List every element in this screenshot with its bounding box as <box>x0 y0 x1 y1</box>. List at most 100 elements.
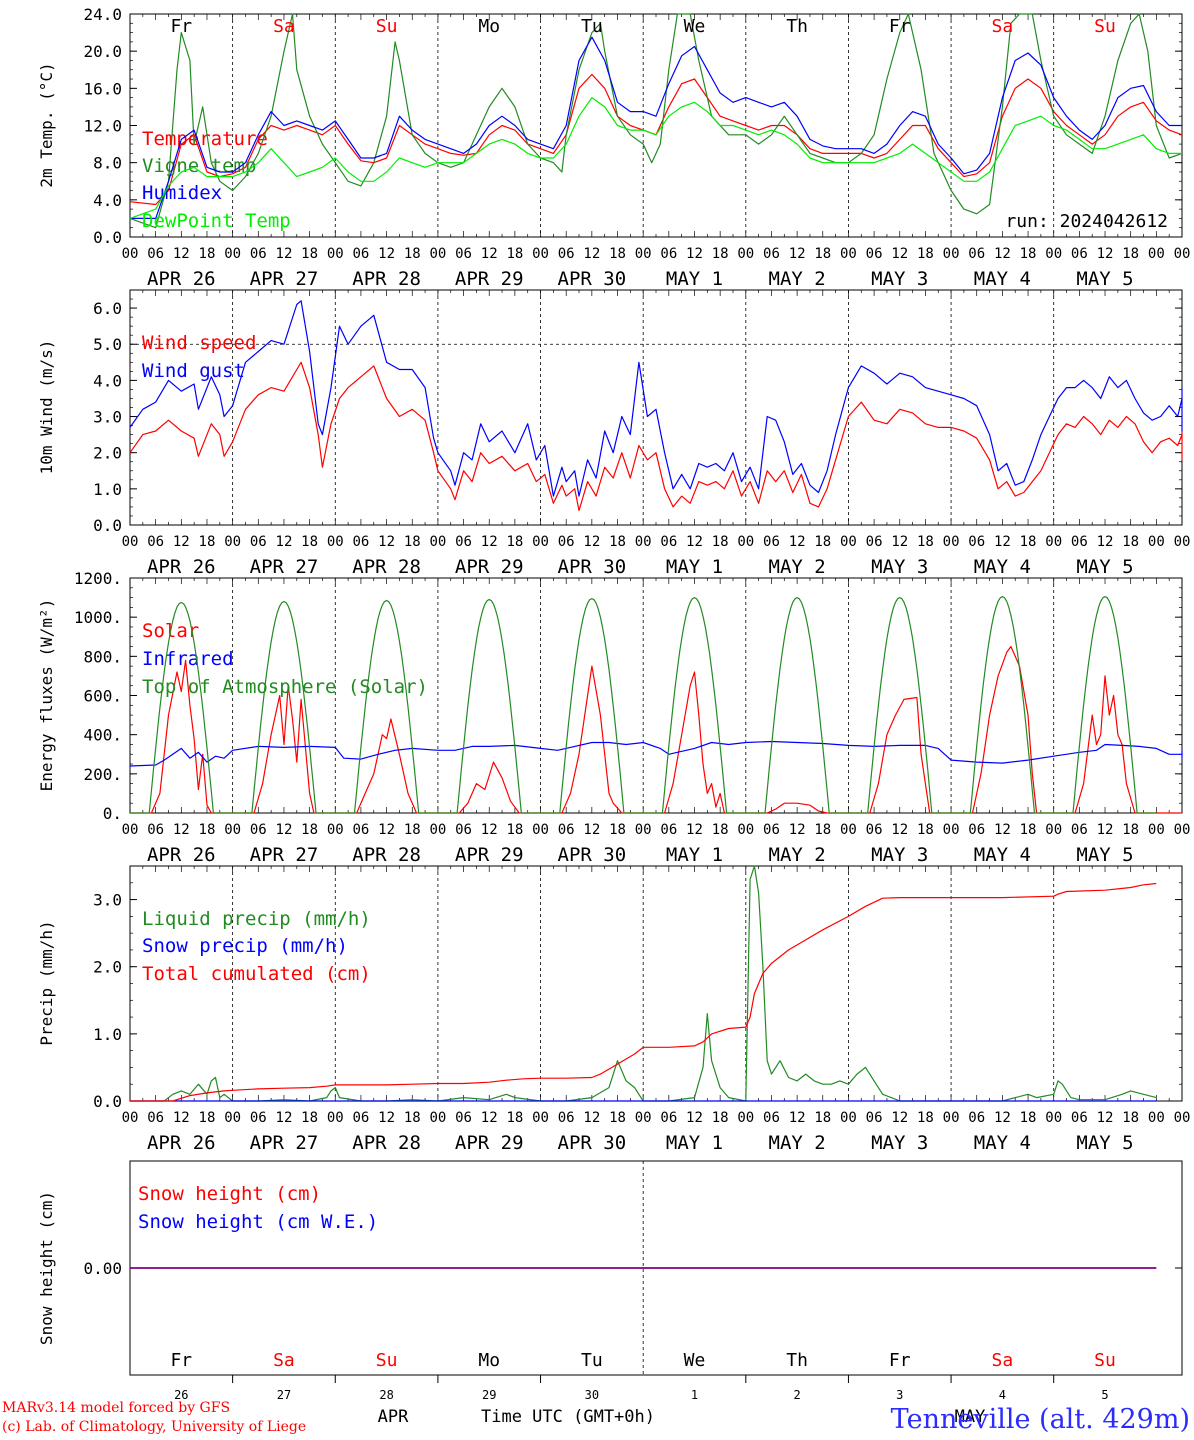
hour-tick-label: 00 <box>1174 1110 1191 1126</box>
hour-tick-label: 06 <box>660 246 677 262</box>
hour-tick-label: 12 <box>789 822 806 838</box>
hour-tick-label: 12 <box>378 822 395 838</box>
hour-tick-label: 00 <box>327 822 344 838</box>
hour-tick-label: 18 <box>404 822 421 838</box>
hour-tick-label: 00 <box>1148 534 1165 550</box>
hour-tick-label: 18 <box>506 822 523 838</box>
legend-dewpoint-temp: DewPoint Temp <box>142 210 291 232</box>
y-tick-label: 2.0 <box>93 958 122 977</box>
time-axis-label: Time UTC (GMT+0h) <box>481 1407 655 1427</box>
hour-tick-label: 18 <box>506 534 523 550</box>
day-number: 27 <box>277 1388 291 1402</box>
hour-tick-label: 00 <box>532 1110 549 1126</box>
day-abbr: Mo <box>478 1350 500 1371</box>
hour-tick-label: 00 <box>532 246 549 262</box>
date-label: APR 29 <box>455 1132 524 1154</box>
location-label: Tenneville (alt. 429m) <box>891 1404 1190 1435</box>
hour-tick-label: 00 <box>635 246 652 262</box>
day-number: 2 <box>794 1388 801 1402</box>
hour-tick-label: 18 <box>609 246 626 262</box>
hour-tick-label: 00 <box>429 246 446 262</box>
hour-tick-label: 00 <box>327 246 344 262</box>
y-tick-label: 200. <box>83 765 122 784</box>
date-label: MAY 3 <box>871 1132 928 1154</box>
meteogram-footer: MARv3.14 model forced by GFS (c) Lab. of… <box>2 1400 1190 1435</box>
hour-tick-label: 06 <box>968 534 985 550</box>
y-tick-label: 3.0 <box>93 891 122 910</box>
date-label: MAY 1 <box>666 556 723 578</box>
hour-tick-label: 06 <box>660 534 677 550</box>
date-label: APR 28 <box>352 556 421 578</box>
hour-tick-label: 12 <box>173 1110 190 1126</box>
hour-tick-label: 12 <box>994 1110 1011 1126</box>
y-axis-label: Snow height (cm) <box>37 1191 56 1345</box>
hour-tick-label: 00 <box>635 534 652 550</box>
hour-tick-label: 12 <box>276 534 293 550</box>
hour-tick-label: 06 <box>250 822 267 838</box>
hour-tick-label: 06 <box>660 822 677 838</box>
hour-tick-label: 18 <box>199 1110 216 1126</box>
hour-tick-label: 00 <box>122 822 139 838</box>
day-abbr: Sa <box>273 1350 295 1371</box>
hour-tick-label: 18 <box>1020 246 1037 262</box>
date-label: APR 26 <box>147 1132 216 1154</box>
hour-tick-label: 18 <box>199 534 216 550</box>
date-label: MAY 2 <box>769 1132 826 1154</box>
hour-tick-label: 12 <box>173 822 190 838</box>
hour-tick-label: 06 <box>147 534 164 550</box>
day-abbr: Fr <box>889 16 911 37</box>
hour-tick-label: 00 <box>1148 822 1165 838</box>
day-abbr: Fr <box>889 1350 911 1371</box>
y-tick-label: 3.0 <box>93 408 122 427</box>
day-number: 4 <box>999 1388 1006 1402</box>
legend-humidex: Humidex <box>142 182 222 204</box>
hour-tick-label: 18 <box>814 822 831 838</box>
hour-tick-label: 00 <box>1045 534 1062 550</box>
hour-tick-label: 18 <box>1020 534 1037 550</box>
date-label: MAY 1 <box>666 1132 723 1154</box>
hour-tick-label: 00 <box>943 822 960 838</box>
hour-tick-label: 12 <box>378 246 395 262</box>
y-tick-label: 0.00 <box>83 1259 122 1278</box>
hour-tick-label: 06 <box>1071 246 1088 262</box>
hour-tick-label: 12 <box>583 1110 600 1126</box>
day-number: 29 <box>482 1388 496 1402</box>
hour-tick-label: 18 <box>1020 1110 1037 1126</box>
date-label: MAY 4 <box>974 844 1031 866</box>
hour-tick-label: 00 <box>737 822 754 838</box>
date-label: MAY 2 <box>769 268 826 290</box>
y-tick-label: 6.0 <box>93 299 122 318</box>
date-label: MAY 2 <box>769 556 826 578</box>
hour-tick-label: 18 <box>301 534 318 550</box>
hour-tick-label: 18 <box>609 822 626 838</box>
hour-tick-label: 18 <box>199 246 216 262</box>
hour-tick-label: 18 <box>1122 534 1139 550</box>
model-credit-line1: MARv3.14 model forced by GFS <box>2 1400 230 1416</box>
hour-tick-label: 00 <box>224 822 241 838</box>
date-label: APR 29 <box>455 844 524 866</box>
y-tick-label: 20.0 <box>83 42 122 61</box>
hour-tick-label: 18 <box>814 246 831 262</box>
date-label: MAY 3 <box>871 556 928 578</box>
hour-tick-label: 18 <box>301 246 318 262</box>
hour-tick-label: 12 <box>1097 246 1114 262</box>
hour-tick-label: 00 <box>635 822 652 838</box>
series-line-temperature <box>129 73 1183 206</box>
hour-tick-label: 12 <box>173 246 190 262</box>
hour-tick-label: 18 <box>199 822 216 838</box>
hour-tick-label: 12 <box>583 246 600 262</box>
hour-tick-label: 06 <box>558 822 575 838</box>
hour-tick-label: 00 <box>532 534 549 550</box>
series-line-dewpoint-temp <box>129 97 1182 219</box>
hour-tick-label: 00 <box>1148 1110 1165 1126</box>
day-abbr: Th <box>786 16 808 37</box>
date-label: APR 27 <box>250 844 319 866</box>
hour-tick-label: 06 <box>1071 1110 1088 1126</box>
hour-tick-label: 06 <box>558 246 575 262</box>
hour-tick-label: 18 <box>712 246 729 262</box>
hour-tick-label: 18 <box>301 822 318 838</box>
y-axis-label: 10m Wind (m/s) <box>37 340 56 475</box>
day-number: 26 <box>174 1388 188 1402</box>
hour-tick-label: 06 <box>558 1110 575 1126</box>
hour-tick-label: 06 <box>866 246 883 262</box>
